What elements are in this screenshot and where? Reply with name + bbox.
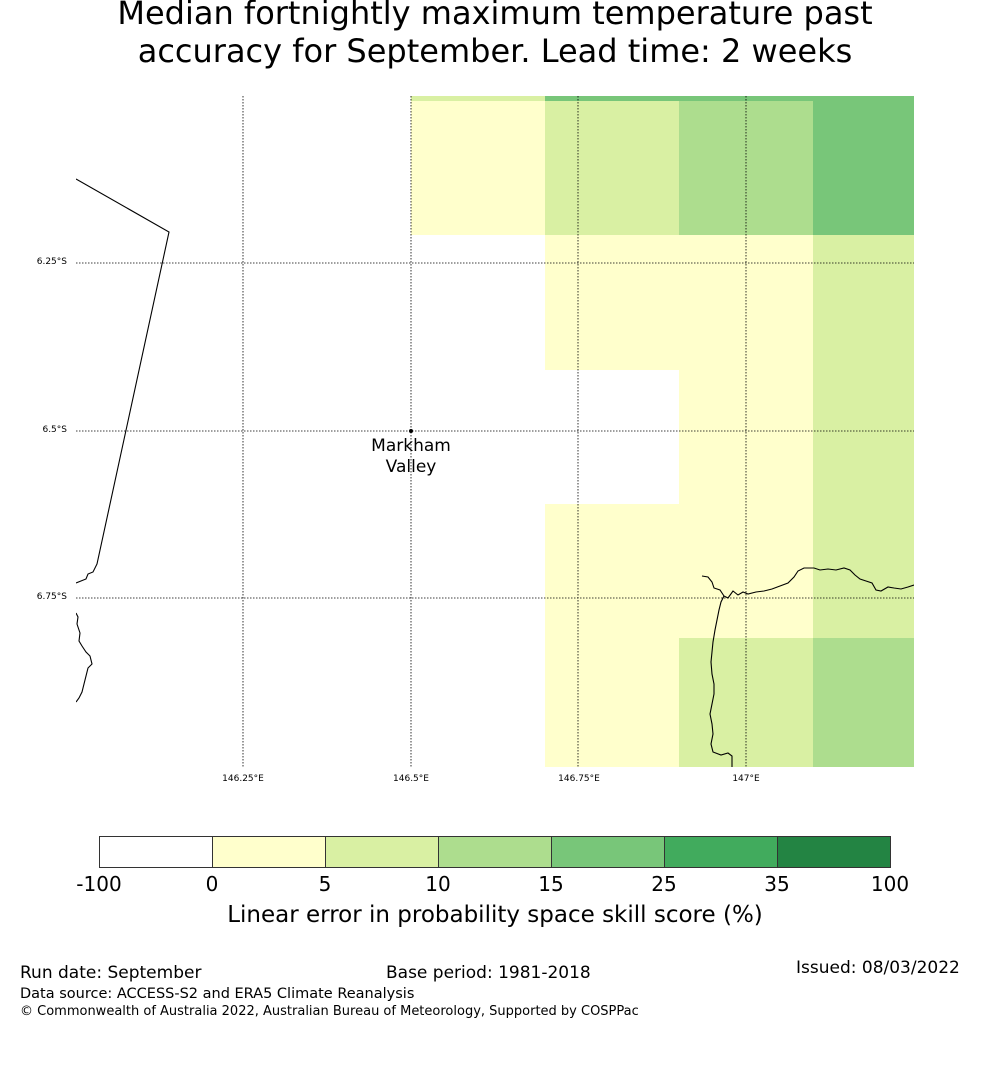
base-period: Base period: 1981-2018 (386, 963, 591, 983)
data-source: Data source: ACCESS-S2 and ERA5 Climate … (20, 986, 415, 1002)
colorbar-tick: 100 (870, 872, 910, 896)
cell (545, 235, 813, 370)
colorbar-tick: 0 (205, 872, 219, 896)
issued-date: Issued: 08/03/2022 (796, 958, 960, 978)
place-name-line-2: Valley (385, 457, 437, 477)
colorbar-segment (100, 837, 213, 867)
cell (813, 504, 914, 638)
cell (545, 504, 813, 638)
cell (411, 101, 545, 235)
coastlines (76, 178, 914, 767)
cell (679, 370, 813, 504)
cell (813, 370, 914, 504)
lat-label-6-75: 6.75°S (36, 592, 67, 602)
colorbar-segment (439, 837, 552, 867)
colorbar-tick: 35 (764, 872, 790, 896)
run-date: Run date: September (20, 963, 202, 983)
lon-label-146-25: 146.25°E (222, 774, 264, 784)
colorbar (99, 836, 891, 868)
colorbar-label: Linear error in probability space skill … (227, 902, 763, 928)
cell (545, 101, 679, 235)
lon-label-146-75: 146.75°E (558, 774, 600, 784)
border-line (76, 178, 170, 584)
colorbar-tick: 5 (318, 872, 332, 896)
cell (813, 101, 914, 235)
map-canvas (76, 96, 914, 767)
place-name-line-1: Markham (371, 436, 451, 456)
chart-title: Median fortnightly maximum temperature p… (0, 0, 990, 70)
colorbar-tick: 25 (651, 872, 677, 896)
colorbar-segment (552, 837, 665, 867)
title-line-2: accuracy for September. Lead time: 2 wee… (137, 32, 853, 70)
lon-label-147: 147°E (732, 774, 760, 784)
colorbar-tick: 15 (538, 872, 564, 896)
place-label: Markham Valley (351, 436, 471, 478)
colorbar-tick: -100 (76, 872, 122, 896)
cell (545, 96, 914, 101)
river-coast (701, 567, 914, 599)
station-marker (409, 429, 413, 433)
lon-label-146-5: 146.5°E (393, 774, 429, 784)
coast-west (76, 612, 93, 703)
graticule (76, 96, 914, 767)
colorbar-segment (778, 837, 890, 867)
colorbar-segment (213, 837, 326, 867)
colorbar-segment (326, 837, 439, 867)
river (709, 595, 733, 767)
cell (813, 235, 914, 370)
grid-cells (411, 96, 914, 767)
lat-label-6-25: 6.25°S (36, 257, 67, 267)
copyright: © Commonwealth of Australia 2022, Austra… (20, 1004, 639, 1019)
cell (545, 638, 679, 767)
colorbar-segment (665, 837, 778, 867)
cell (411, 96, 545, 101)
cell (813, 638, 914, 767)
colorbar-tick: 10 (425, 872, 451, 896)
title-line-1: Median fortnightly maximum temperature p… (117, 0, 873, 32)
map-panel (76, 96, 914, 767)
lat-label-6-5: 6.5°S (42, 425, 67, 435)
